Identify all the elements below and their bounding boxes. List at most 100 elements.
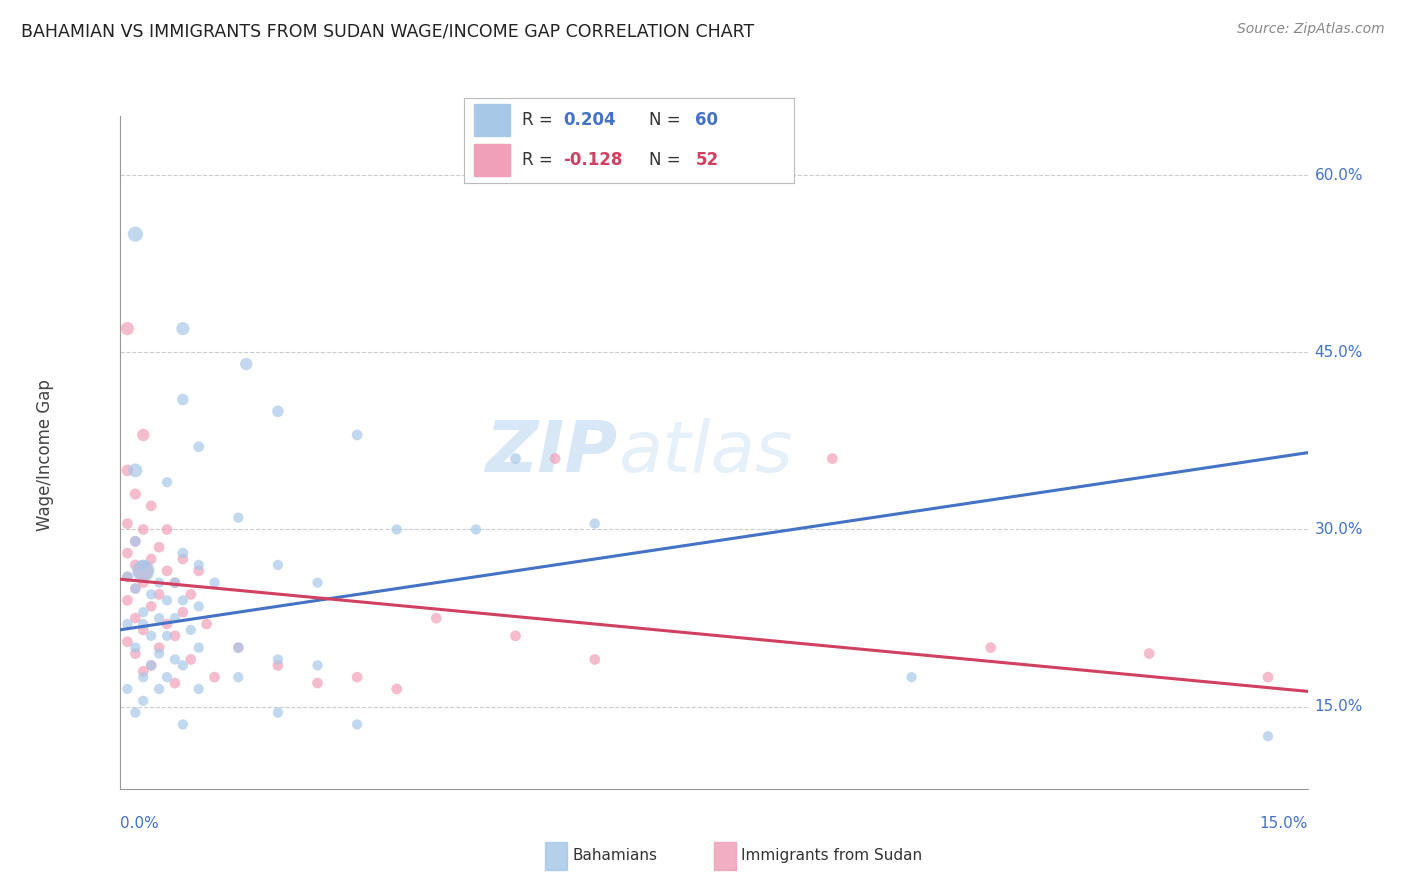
Point (156, 523, 179, 537)
Point (117, 617, 139, 632)
Point (124, 463, 146, 477)
Point (307, 658, 329, 673)
Point (117, 546, 139, 560)
Point (228, 640, 250, 655)
Bar (544, 842, 567, 870)
Text: 45.0%: 45.0% (1315, 345, 1362, 359)
Point (141, 587, 163, 601)
Point (187, 599, 209, 614)
Point (132, 428, 155, 442)
Text: ZIP: ZIP (486, 418, 619, 487)
Point (132, 665, 155, 679)
Point (148, 647, 170, 661)
Point (172, 658, 194, 673)
Text: R =: R = (522, 112, 558, 129)
Point (132, 670, 155, 684)
Point (117, 681, 139, 696)
Point (132, 694, 155, 708)
Point (117, 463, 139, 477)
Text: Wage/Income Gap: Wage/Income Gap (37, 379, 53, 531)
Point (228, 640, 250, 655)
Point (346, 717, 368, 731)
Bar (474, 104, 510, 136)
Point (163, 575, 186, 590)
Point (124, 558, 146, 572)
Point (267, 706, 290, 720)
Point (156, 475, 179, 490)
Point (148, 540, 170, 554)
Point (900, 670, 922, 684)
Point (980, 640, 1002, 655)
Point (132, 605, 155, 619)
Point (117, 516, 139, 531)
Point (117, 321, 139, 335)
Point (148, 587, 170, 601)
Text: BAHAMIAN VS IMMIGRANTS FROM SUDAN WAGE/INCOME GAP CORRELATION CHART: BAHAMIAN VS IMMIGRANTS FROM SUDAN WAGE/I… (21, 22, 755, 40)
Point (346, 670, 368, 684)
Point (124, 611, 146, 625)
Point (180, 623, 202, 637)
Point (148, 681, 170, 696)
Point (117, 570, 139, 584)
Point (187, 440, 209, 454)
Text: 52: 52 (695, 151, 718, 169)
Point (1257, 670, 1279, 684)
Point (346, 428, 368, 442)
Point (132, 558, 155, 572)
Point (267, 558, 290, 572)
Point (180, 652, 202, 666)
Point (141, 599, 163, 614)
Point (117, 593, 139, 607)
Point (141, 658, 163, 673)
Point (1257, 729, 1279, 743)
Point (117, 634, 139, 648)
Point (156, 670, 179, 684)
Point (163, 611, 186, 625)
Point (132, 564, 155, 578)
Text: 0.204: 0.204 (562, 112, 616, 129)
Point (187, 640, 209, 655)
Point (156, 564, 179, 578)
Point (172, 392, 194, 407)
Point (163, 676, 186, 690)
Point (187, 564, 209, 578)
Point (124, 534, 146, 549)
Point (141, 499, 163, 513)
Text: 60.0%: 60.0% (1315, 168, 1362, 183)
Bar (714, 842, 735, 870)
Point (180, 587, 202, 601)
Point (544, 451, 567, 466)
Text: -0.128: -0.128 (562, 151, 623, 169)
Text: 60: 60 (695, 112, 718, 129)
Point (505, 629, 527, 643)
Point (172, 717, 194, 731)
Point (267, 658, 290, 673)
Point (505, 451, 527, 466)
Point (307, 575, 329, 590)
Point (132, 564, 155, 578)
Point (267, 404, 290, 418)
Point (204, 670, 226, 684)
Text: N =: N = (650, 112, 686, 129)
Point (172, 593, 194, 607)
Text: 15.0%: 15.0% (1260, 816, 1308, 831)
Point (117, 570, 139, 584)
Text: Bahamians: Bahamians (572, 848, 658, 863)
Text: 15.0%: 15.0% (1315, 699, 1362, 714)
Point (172, 546, 194, 560)
Text: 0.0%: 0.0% (120, 816, 159, 831)
Point (172, 321, 194, 335)
Text: N =: N = (650, 151, 686, 169)
Point (172, 605, 194, 619)
Point (195, 617, 218, 632)
Point (156, 629, 179, 643)
Point (583, 516, 606, 531)
Point (163, 629, 186, 643)
Point (141, 658, 163, 673)
Point (141, 552, 163, 566)
Point (228, 510, 250, 524)
Point (124, 487, 146, 501)
Point (124, 582, 146, 596)
Bar (474, 144, 510, 176)
Point (124, 582, 146, 596)
